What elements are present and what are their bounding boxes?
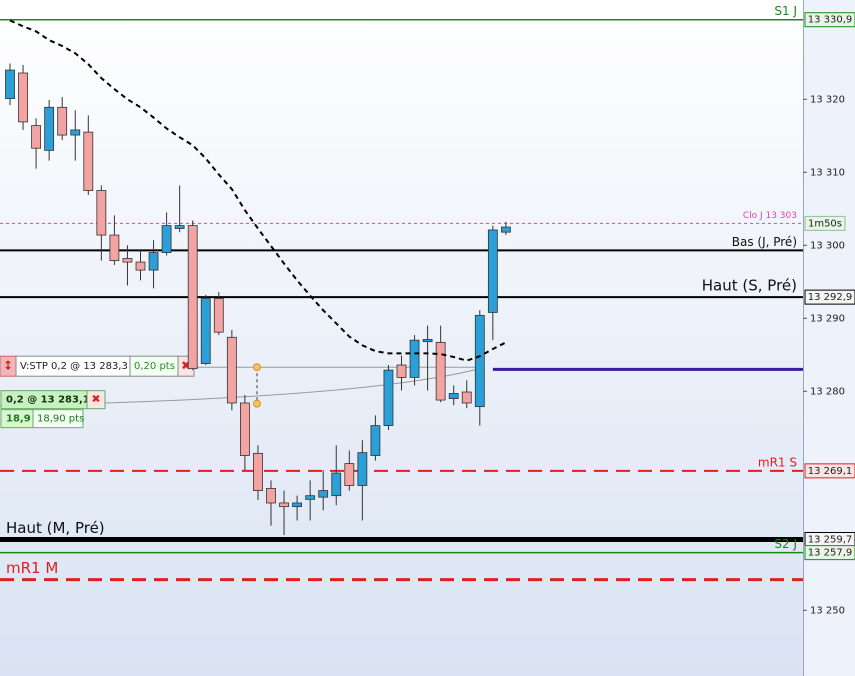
position-points: 18,90 pts (37, 414, 84, 425)
value-label: 13 330,9 (808, 15, 853, 26)
value-box (804, 545, 855, 561)
candle-body (18, 72, 28, 123)
position-close-icon: ✖ (91, 393, 100, 406)
position-result: 18,9 (6, 414, 31, 425)
candle-body (305, 495, 316, 500)
price-axis-panel (803, 0, 855, 676)
candle-body (161, 225, 172, 253)
candle-body (44, 106, 55, 151)
y-tick-label: 13 320 (810, 94, 845, 105)
level-label: Haut (M, Pré) (6, 519, 105, 537)
candle-body (396, 364, 407, 378)
candle-body (292, 502, 303, 508)
countdown: 1m50s (808, 218, 842, 229)
candle-body (474, 314, 485, 408)
candle-body (370, 425, 381, 456)
level-label: S1 J (774, 4, 797, 18)
candle-body (409, 339, 420, 378)
candle-body (448, 393, 459, 399)
candle-body (148, 252, 159, 271)
y-tick-label: 13 290 (810, 313, 845, 324)
candle-body (174, 225, 185, 229)
candle-body (500, 226, 511, 233)
candle-body (266, 487, 276, 504)
candle-body (487, 229, 498, 313)
value-box (804, 12, 855, 28)
candle-body (253, 452, 263, 491)
candle-body (70, 129, 81, 136)
candle-body (279, 502, 289, 508)
candle-body (200, 298, 211, 364)
candle-body (422, 339, 433, 343)
candle-body (83, 131, 94, 191)
order-handle-icon: ↕ (3, 359, 13, 373)
candle-body (226, 336, 237, 404)
level-label: Haut (S, Pré) (702, 277, 797, 295)
candle-body (435, 341, 446, 401)
order-points: 0,20 pts (134, 361, 175, 372)
level-label: S2 J (774, 537, 797, 551)
candle-body (239, 402, 250, 456)
plot-background (0, 0, 803, 676)
candle-body (357, 452, 368, 486)
level-label: Clo J 13 303 (743, 211, 797, 221)
y-tick-label: 13 280 (810, 386, 845, 397)
position-label: 0,2 @ 13 283,1 (6, 395, 90, 406)
candle-body (318, 490, 329, 498)
value-box (804, 289, 855, 305)
position-close[interactable] (86, 390, 106, 410)
level-label: mR1 S (758, 455, 797, 469)
value-label: 13 257,9 (808, 548, 853, 559)
candle-body (344, 463, 355, 486)
candle-body (187, 225, 198, 370)
candle-body (383, 369, 394, 427)
candle-body (135, 261, 146, 271)
level-label: mR1 M (6, 559, 58, 577)
order-label: V:STP 0,2 @ 13 283,3 (20, 361, 128, 372)
value-label: 13 259,7 (808, 534, 853, 545)
candle-body (213, 298, 224, 333)
value-box (804, 463, 855, 479)
level-label: Bas (J, Pré) (732, 235, 797, 249)
candle-body (461, 391, 472, 404)
candle-body (109, 234, 120, 262)
y-tick-label: 13 310 (810, 167, 845, 178)
candle-body (57, 106, 68, 136)
value-label: 13 269,1 (808, 466, 853, 477)
candle-body (331, 472, 342, 497)
candle-body (122, 258, 133, 263)
candle-body (96, 190, 107, 236)
candle-body (31, 125, 42, 149)
position-points-box (32, 409, 84, 429)
drag-handle[interactable] (253, 399, 261, 408)
countdown-box (804, 215, 846, 231)
candle-body (5, 69, 15, 99)
drag-handle[interactable] (253, 363, 261, 372)
y-tick-label: 13 300 (810, 240, 845, 251)
order-cancel-icon: ✖ (181, 359, 191, 373)
y-tick-label: 13 250 (810, 605, 845, 616)
value-label: 13 292,9 (808, 292, 853, 303)
